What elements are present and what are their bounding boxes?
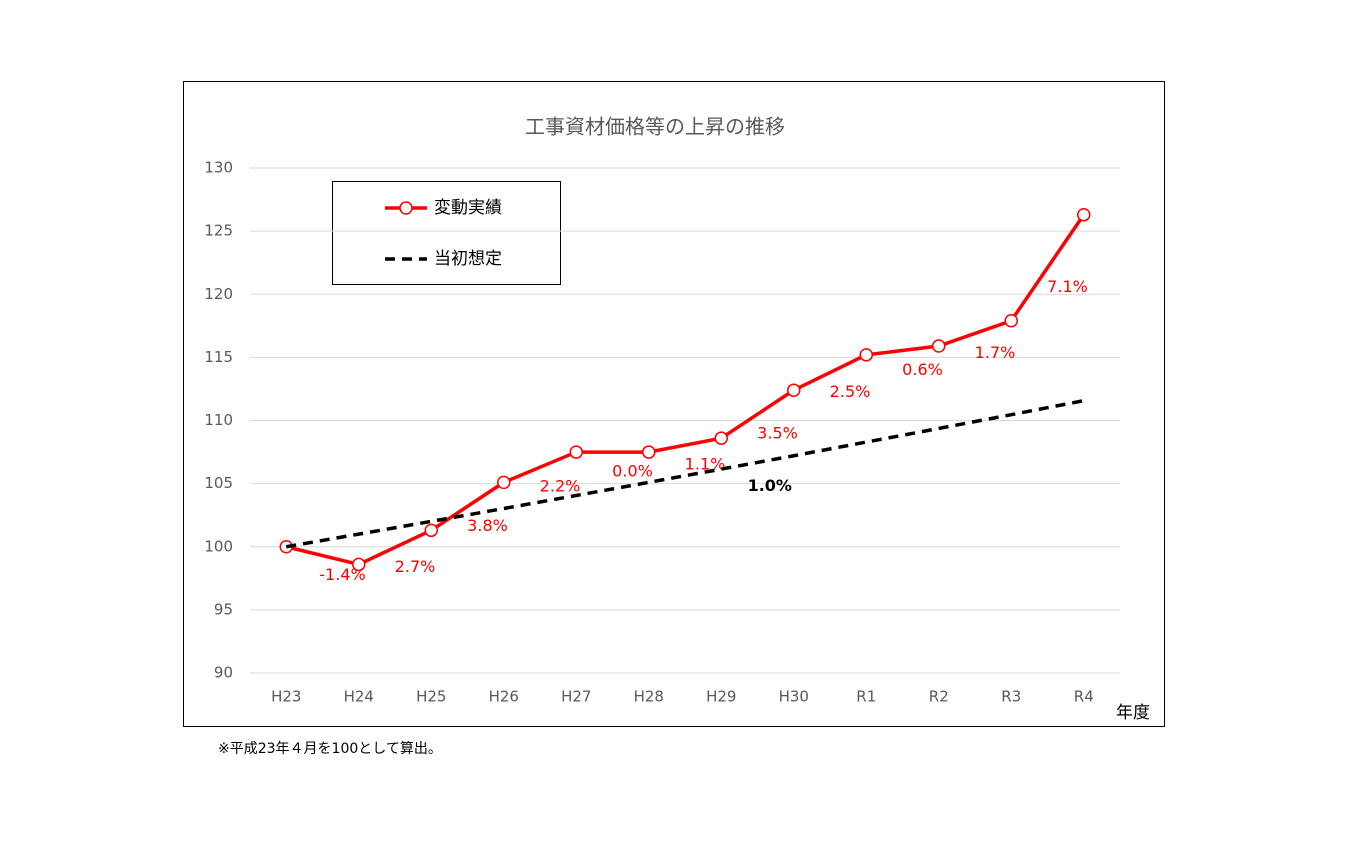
data-point (932, 339, 946, 353)
chart-frame (183, 81, 1165, 727)
x-tick-label: R4 (1074, 688, 1094, 706)
rate-label: 0.6% (902, 360, 943, 379)
x-tick-label: H27 (561, 688, 591, 706)
x-tick-label: H29 (706, 688, 736, 706)
x-tick-label: R3 (1001, 688, 1021, 706)
y-tick-label: 120 (204, 285, 233, 303)
data-point (787, 383, 801, 397)
rate-label: 1.0% (748, 476, 792, 495)
data-point (1077, 207, 1091, 222)
data-point (714, 431, 728, 445)
y-tick-label: 105 (204, 474, 233, 492)
data-point (859, 348, 873, 362)
data-point (497, 475, 511, 490)
x-axis-unit: 年度 (1116, 703, 1150, 723)
x-tick-label: R1 (856, 688, 876, 706)
x-tick-label: H30 (779, 688, 809, 706)
x-tick-label: H26 (489, 688, 519, 706)
data-point (424, 523, 438, 538)
legend-label: 変動実績 (434, 198, 502, 218)
x-tick-label: H25 (416, 688, 446, 706)
rate-label: 3.8% (467, 516, 508, 535)
rate-label: 3.5% (757, 424, 798, 443)
data-point (569, 445, 583, 459)
y-tick-label: 100 (204, 537, 233, 555)
data-point (352, 557, 366, 572)
y-tick-label: 125 (204, 222, 233, 240)
rate-label: 2.2% (540, 477, 581, 496)
x-tick-label: H23 (271, 688, 301, 706)
rate-label: 2.5% (830, 382, 871, 401)
y-tick-label: 115 (204, 348, 233, 366)
data-point (1004, 314, 1018, 328)
legend-box (332, 181, 561, 285)
rate-label: 0.0% (612, 462, 653, 481)
rate-label: 1.7% (975, 343, 1016, 362)
series-line (285, 213, 1086, 567)
rate-label: 2.7% (395, 557, 436, 576)
x-tick-label: H24 (344, 688, 374, 706)
rate-label: 7.1% (1047, 277, 1088, 296)
y-tick-label: 90 (214, 664, 233, 682)
y-tick-label: 95 (214, 600, 233, 618)
y-tick-label: 110 (204, 411, 233, 429)
x-tick-label: H28 (634, 688, 664, 706)
legend-marker (399, 201, 413, 215)
data-point (642, 445, 656, 459)
x-tick-label: R2 (929, 688, 949, 706)
legend-label: 当初想定 (434, 249, 502, 269)
footnote: ※平成23年４月を100として算出。 (218, 741, 442, 757)
rate-label: -1.4% (319, 565, 365, 584)
chart-title: 工事資材価格等の上昇の推移 (525, 115, 785, 139)
rate-label: 1.1% (685, 455, 726, 474)
y-tick-label: 130 (204, 159, 233, 177)
